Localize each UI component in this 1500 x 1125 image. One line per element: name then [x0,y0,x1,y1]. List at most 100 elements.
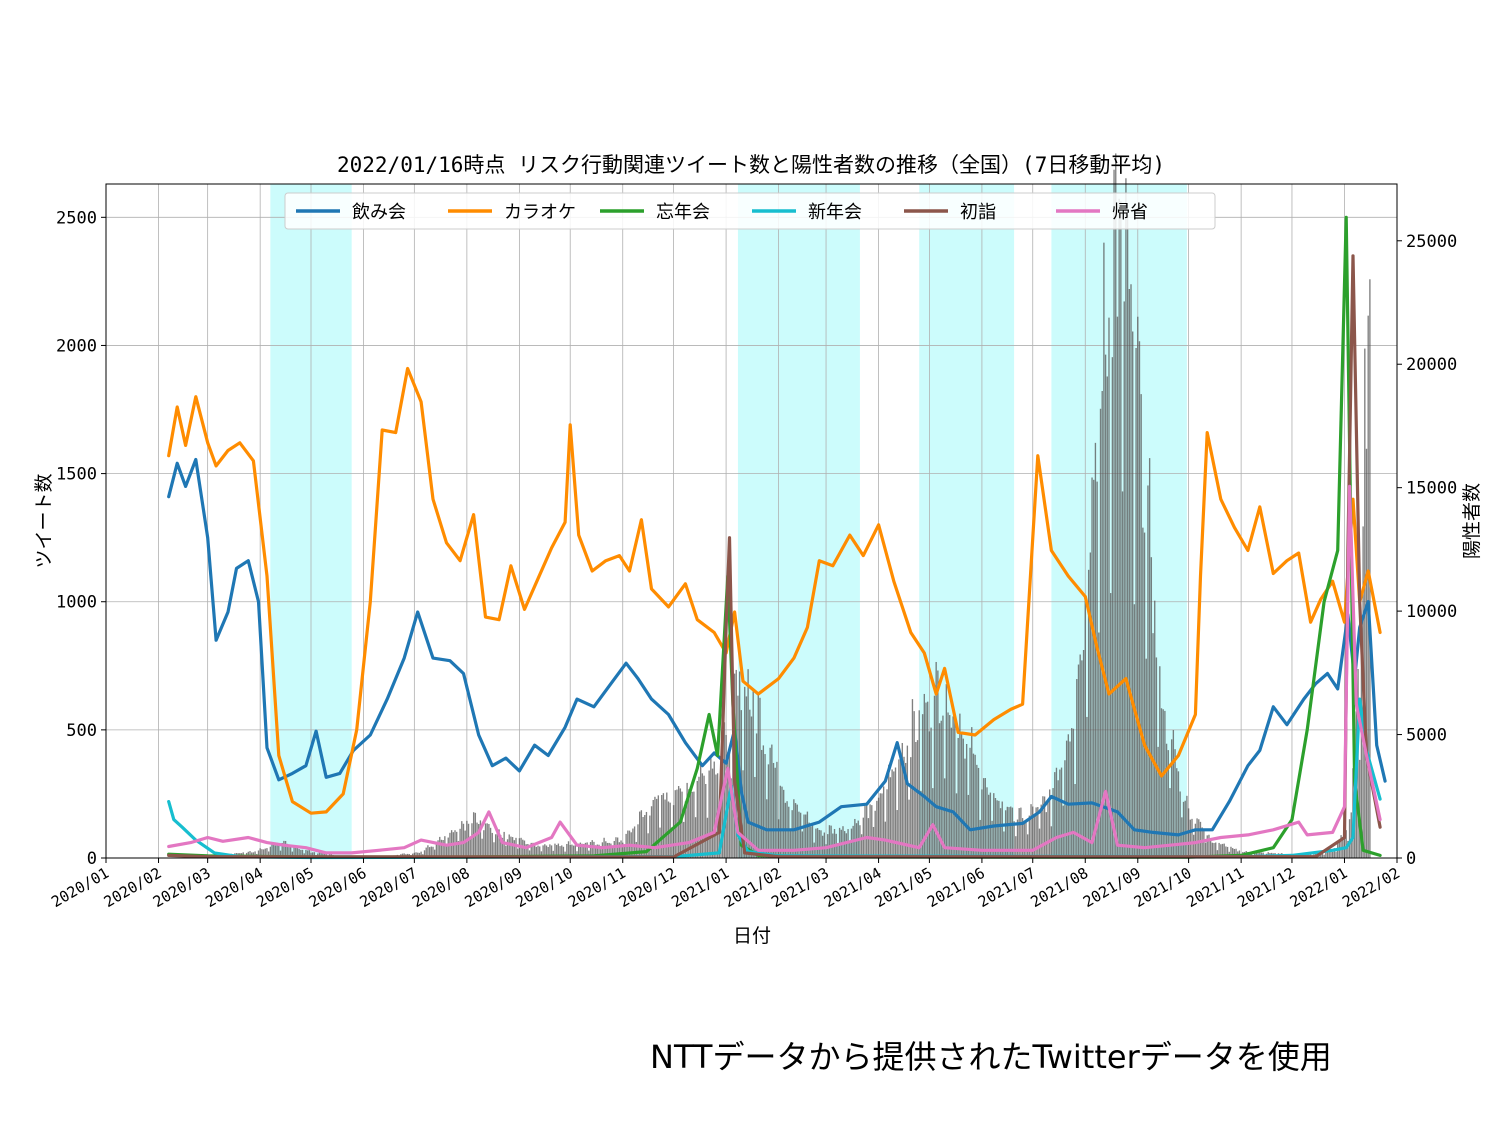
positives-bar [583,843,585,858]
y-tick-label: 2000 [56,336,97,356]
positives-bar [650,806,653,858]
positives-bar [805,814,807,858]
positives-bar [1133,604,1136,858]
legend-label: 飲み会 [352,202,406,223]
positives-bar [1172,730,1175,858]
positives-bar [484,823,487,858]
positives-bar [781,786,783,858]
positives-bar [281,842,283,858]
positives-bar [600,849,602,858]
positives-bar [566,843,568,858]
positives-bar [972,753,975,858]
positives-bar [954,717,956,858]
positives-bar [527,843,529,858]
positives-bar [1206,835,1208,858]
positives-bar [923,693,925,858]
positives-bar [950,727,953,858]
positives-bar [567,841,570,858]
positives-bar [979,819,981,858]
positives-bar [257,850,260,858]
positives-bar [639,811,641,858]
positives-bar [955,793,958,858]
positives-bar [447,837,449,858]
positives-bar [1169,788,1171,858]
positives-bar [969,747,971,858]
positives-bar [925,702,927,858]
positives-bar [518,838,521,858]
positives-bar [1003,831,1005,858]
positives-bar [306,850,309,858]
positives-bar [1179,791,1181,858]
positives-bar [1106,376,1108,858]
positives-bar [908,799,910,858]
positives-bar [572,845,575,858]
positives-bar [1043,796,1046,858]
positives-bar [779,785,781,858]
positives-bar [1113,169,1115,858]
positives-bar [1365,448,1368,858]
x-tick-label: 2020/12 [616,864,680,911]
positives-bar [1367,315,1369,859]
positives-bar [1159,666,1161,858]
positives-bar [269,846,272,858]
positives-bar [1140,394,1142,858]
positives-bar [994,798,997,858]
legend-label: 初詣 [960,202,996,223]
x-tick-label: 2021/10 [1131,864,1195,911]
positives-bar [964,758,966,858]
positives-bar [1209,838,1212,858]
legend-label: 新年会 [808,202,862,223]
positives-bar [632,828,634,858]
positives-bar [491,832,493,858]
positives-bar [881,793,883,858]
positives-bar [1023,823,1025,858]
positives-bar [428,847,431,858]
positives-bar [666,792,668,858]
positives-bar [273,844,275,858]
positives-bar [620,840,622,858]
positives-bar [469,837,471,858]
positives-bar [1121,491,1124,858]
positives-bar [1067,734,1069,858]
positives-bar [1013,821,1015,858]
positives-bar [259,848,261,858]
positives-bar [464,830,466,858]
positives-bar [940,720,942,858]
positives-bar [654,796,656,858]
positives-bar [891,769,893,858]
positives-bar [1103,242,1105,858]
x-tick-label: 2022/02 [1339,864,1403,911]
y2-tick-label: 10000 [1406,602,1457,622]
positives-bar [432,846,434,858]
positives-bar [1120,201,1122,859]
positives-bar [1123,301,1125,858]
x-tick-label: 2020/06 [306,864,370,911]
positives-bar [439,836,441,858]
positives-bar [544,844,546,858]
positives-bar [921,714,924,858]
positives-bar [1054,772,1056,858]
positives-bar [1093,479,1095,858]
positives-bar [1038,828,1041,858]
positives-bar [561,845,563,858]
positives-bar [708,770,710,858]
positives-bar [1323,854,1325,858]
positives-bar [874,810,876,858]
positives-bar [715,774,717,858]
positives-bar [959,713,961,858]
positives-bar [762,745,765,858]
positives-bar [799,812,802,858]
positives-bar [1049,789,1051,858]
positives-bar [267,851,270,858]
positives-bar [1221,843,1224,858]
positives-bar [254,851,256,858]
positives-bar [1126,215,1129,859]
y-ticks-left: 0 500 1000 1500 2000 2500 [56,208,106,869]
positives-bar [1071,728,1073,858]
positives-bar [1076,679,1078,858]
positives-bar [927,701,929,858]
positives-bar [318,851,321,858]
positives-bar [764,754,766,858]
positives-bar [928,731,931,858]
positives-bar [757,693,759,858]
